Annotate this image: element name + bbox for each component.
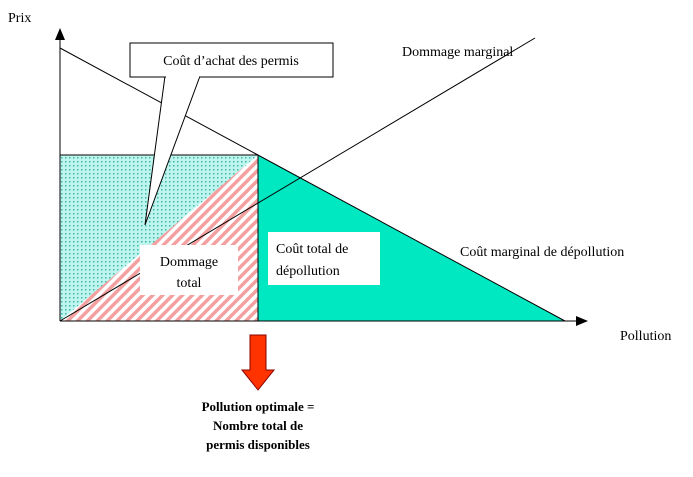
abatement-curve [59, 47, 566, 322]
callout-join [166, 75, 199, 78]
x-arrow [576, 316, 588, 326]
abatement-label: Coût marginal de dépollution [460, 245, 624, 260]
abatement-total: dépollution [276, 264, 340, 279]
abatement-total: Coût total de [276, 242, 348, 257]
down-arrow [240, 334, 276, 391]
y-label: Prix [8, 11, 31, 26]
x-label: Pollution [620, 329, 671, 344]
damage-total: Dommage [160, 255, 218, 270]
callout-text: Coût d’achat des permis [163, 54, 299, 69]
damage-label: Dommage marginal [402, 45, 513, 60]
abatement-box [268, 232, 380, 285]
damage-total: total [177, 276, 202, 291]
damage-curve [59, 37, 536, 322]
conclusion: permis disponibles [206, 437, 310, 452]
damage-box [140, 245, 238, 295]
conclusion: Nombre total de [213, 418, 303, 433]
callout-box [129, 42, 334, 78]
conclusion: Pollution optimale = [202, 399, 315, 414]
y-arrow [55, 28, 65, 40]
